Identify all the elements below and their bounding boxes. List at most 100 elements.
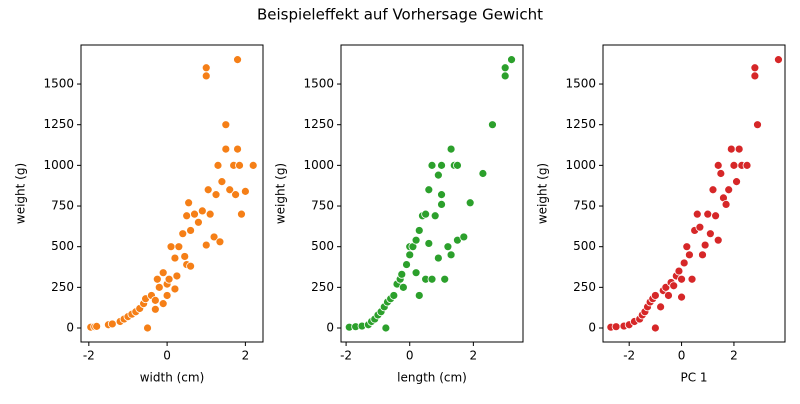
point xyxy=(237,209,246,219)
point xyxy=(443,242,453,252)
y-tick-label: 750 xyxy=(51,199,74,213)
point xyxy=(713,235,723,245)
point xyxy=(221,144,231,154)
point xyxy=(162,291,172,300)
point xyxy=(453,160,462,170)
point xyxy=(182,211,192,221)
point xyxy=(166,242,176,252)
point xyxy=(713,160,723,170)
y-tick-label: 0 xyxy=(66,321,74,335)
point xyxy=(698,250,707,260)
point xyxy=(143,323,152,333)
point xyxy=(711,211,721,221)
point xyxy=(677,292,686,302)
point xyxy=(172,271,182,281)
point xyxy=(215,237,225,247)
point xyxy=(729,160,739,170)
point xyxy=(753,120,762,130)
y-tick-label: 1500 xyxy=(565,77,596,91)
point xyxy=(233,144,242,154)
point xyxy=(677,274,686,284)
point xyxy=(164,274,174,284)
x-tick-label: 2 xyxy=(470,349,478,363)
point xyxy=(235,160,244,170)
point xyxy=(158,268,168,278)
point xyxy=(664,291,673,300)
point xyxy=(734,144,744,154)
point xyxy=(414,291,424,300)
point xyxy=(152,274,162,284)
axes-frame xyxy=(602,44,786,343)
point xyxy=(750,71,760,81)
point xyxy=(459,232,469,242)
point xyxy=(703,209,713,219)
point xyxy=(211,190,221,200)
point xyxy=(209,232,219,242)
point xyxy=(446,250,456,260)
point xyxy=(679,258,689,268)
y-tick-label: 1250 xyxy=(43,117,74,131)
point xyxy=(440,274,450,284)
y-tick-label: 1000 xyxy=(565,158,596,172)
y-tick-label: 500 xyxy=(573,239,596,253)
point xyxy=(685,250,694,260)
point xyxy=(488,120,497,130)
chart-title: Beispieleffekt auf Vorhersage Gewicht xyxy=(257,6,543,24)
x-tick-label: -2 xyxy=(340,349,352,363)
point xyxy=(186,261,195,271)
y-tick-label: 750 xyxy=(573,199,596,213)
point xyxy=(650,291,660,300)
y-tick-label: 500 xyxy=(51,239,74,253)
y-tick-label: 1000 xyxy=(303,158,334,172)
point xyxy=(203,185,213,195)
x-tick-label: -2 xyxy=(83,349,95,363)
point xyxy=(721,199,731,209)
point xyxy=(92,321,102,331)
point xyxy=(178,229,188,239)
point xyxy=(674,266,684,276)
point xyxy=(205,209,215,219)
point xyxy=(248,160,258,170)
point xyxy=(231,190,241,200)
y-axis-label: weight (g) xyxy=(536,163,550,224)
point xyxy=(421,209,431,219)
point xyxy=(716,169,726,178)
point xyxy=(240,186,250,196)
y-tick-label: 1500 xyxy=(303,77,334,91)
point xyxy=(695,222,705,232)
point xyxy=(465,198,475,208)
point xyxy=(170,253,180,263)
y-tick-label: 1000 xyxy=(43,158,74,172)
point xyxy=(424,239,434,248)
y-tick-label: 500 xyxy=(311,239,334,253)
point xyxy=(381,323,391,333)
x-tick-label: 2 xyxy=(730,349,738,363)
point xyxy=(682,242,692,252)
point xyxy=(427,160,437,170)
x-tick-label: 2 xyxy=(242,349,250,363)
y-tick-label: 1250 xyxy=(565,117,596,131)
point xyxy=(430,211,440,221)
point xyxy=(424,185,434,195)
point xyxy=(669,281,679,291)
point xyxy=(217,177,227,187)
x-tick-label: 0 xyxy=(163,349,171,363)
point xyxy=(405,250,415,260)
point xyxy=(708,185,718,195)
point xyxy=(446,144,456,154)
point xyxy=(107,319,117,329)
point xyxy=(692,209,702,219)
y-axis-label: weight (g) xyxy=(274,163,288,224)
point xyxy=(190,209,199,219)
point xyxy=(774,55,783,65)
point xyxy=(414,226,424,235)
point xyxy=(402,260,411,269)
point xyxy=(201,240,211,250)
point xyxy=(186,226,195,235)
axes-frame xyxy=(340,44,524,343)
point xyxy=(750,63,760,73)
point xyxy=(726,144,736,154)
point xyxy=(150,295,160,305)
point xyxy=(221,120,231,130)
